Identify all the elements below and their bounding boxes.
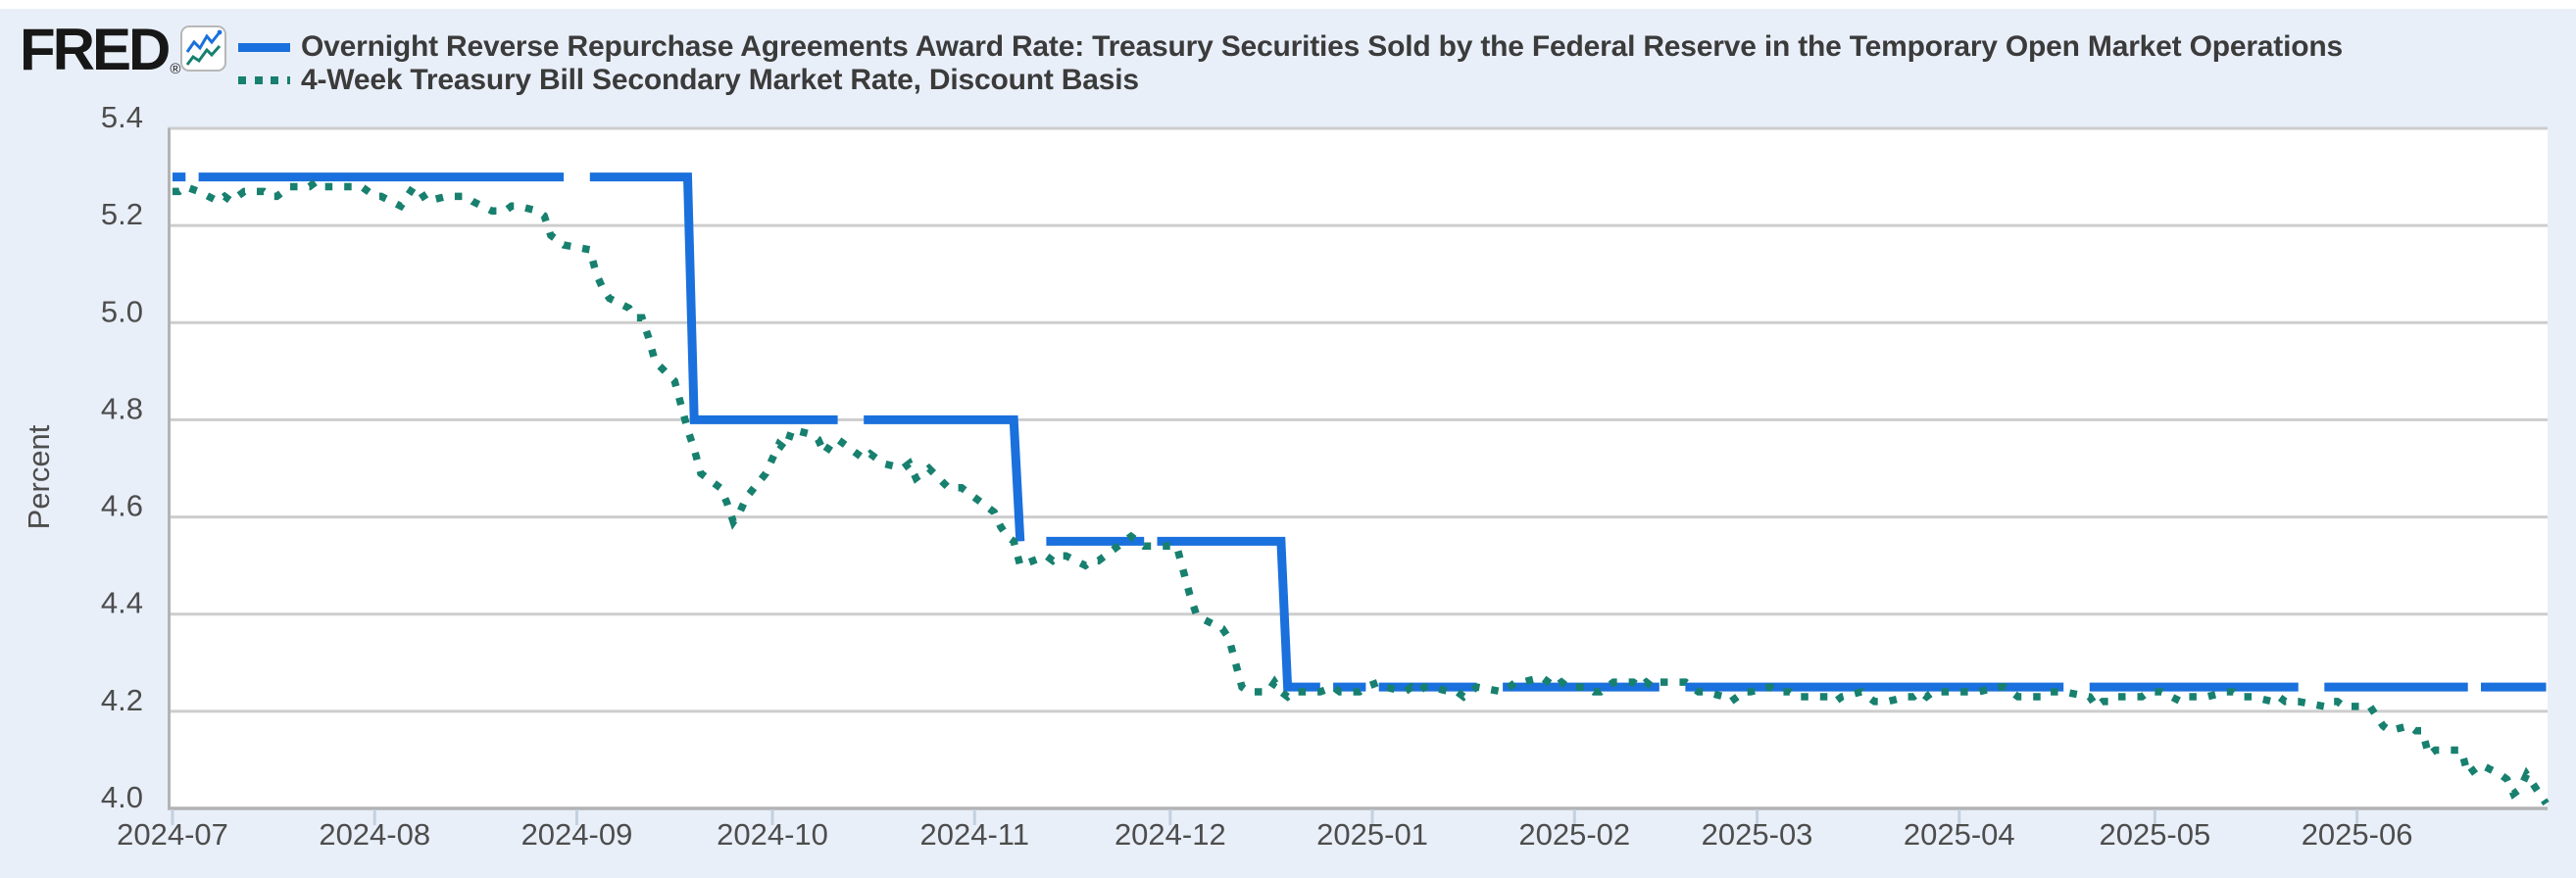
- x-tick-label: 2025-04: [1904, 817, 2015, 852]
- y-tick-label: 4.2: [101, 683, 143, 717]
- x-tick-label: 2024-08: [319, 817, 430, 852]
- y-tick-label: 4.0: [101, 780, 143, 814]
- fred-line-chart-icon: [180, 25, 226, 72]
- legend-item-4-week-tbill[interactable]: 4-Week Treasury Bill Secondary Market Ra…: [238, 64, 2343, 97]
- legend: Overnight Reverse Repurchase Agreements …: [238, 30, 2343, 97]
- y-tick-label: 4.4: [101, 586, 143, 620]
- x-tick-label: 2024-11: [920, 817, 1029, 852]
- plot-area[interactable]: [168, 128, 2548, 808]
- x-tick-label: 2024-09: [521, 817, 633, 852]
- x-tick-label: 2025-02: [1518, 817, 1630, 852]
- legend-solid-line-swatch: [238, 42, 290, 52]
- x-tick-label: 2024-12: [1115, 817, 1226, 852]
- fred-logo-text: FRED: [20, 17, 171, 82]
- x-tick-label: 2025-03: [1702, 817, 1813, 852]
- x-tick-label: 2025-01: [1316, 817, 1428, 852]
- y-tick-label: 4.8: [101, 391, 143, 425]
- x-tick-label: 2025-06: [2302, 817, 2413, 852]
- y-tick-label: 4.6: [101, 489, 143, 523]
- legend-label: 4-Week Treasury Bill Secondary Market Ra…: [301, 64, 1139, 96]
- y-tick-label: 5.4: [101, 100, 143, 134]
- series-dotted-4-week-tbill: [173, 176, 2550, 806]
- icon-blue-zigzag: [185, 31, 222, 53]
- legend-item-rrp-award-rate[interactable]: Overnight Reverse Repurchase Agreements …: [238, 30, 2343, 64]
- series-line-rrp-award-rate: [864, 415, 1025, 542]
- registered-trademark: ®: [170, 61, 181, 77]
- icon-teal-zigzag: [185, 45, 222, 66]
- series-line-rrp-award-rate: [589, 172, 838, 424]
- x-tick-label: 2025-05: [2099, 817, 2210, 852]
- x-tick-label: 2024-10: [717, 817, 828, 852]
- legend-label: Overnight Reverse Repurchase Agreements …: [301, 30, 2343, 63]
- legend-dotted-line-swatch: [238, 76, 290, 84]
- fred-logo[interactable]: FRED ®: [20, 17, 181, 82]
- x-tick-label: 2024-07: [117, 817, 228, 852]
- y-axis-title: Percent: [22, 424, 56, 529]
- series-line-rrp-award-rate: [1157, 536, 1320, 692]
- icon-blue-dot: [217, 29, 223, 35]
- y-tick-label: 5.0: [101, 294, 143, 328]
- y-tick-label: 5.2: [101, 197, 143, 231]
- top-white-strip: [0, 0, 2576, 9]
